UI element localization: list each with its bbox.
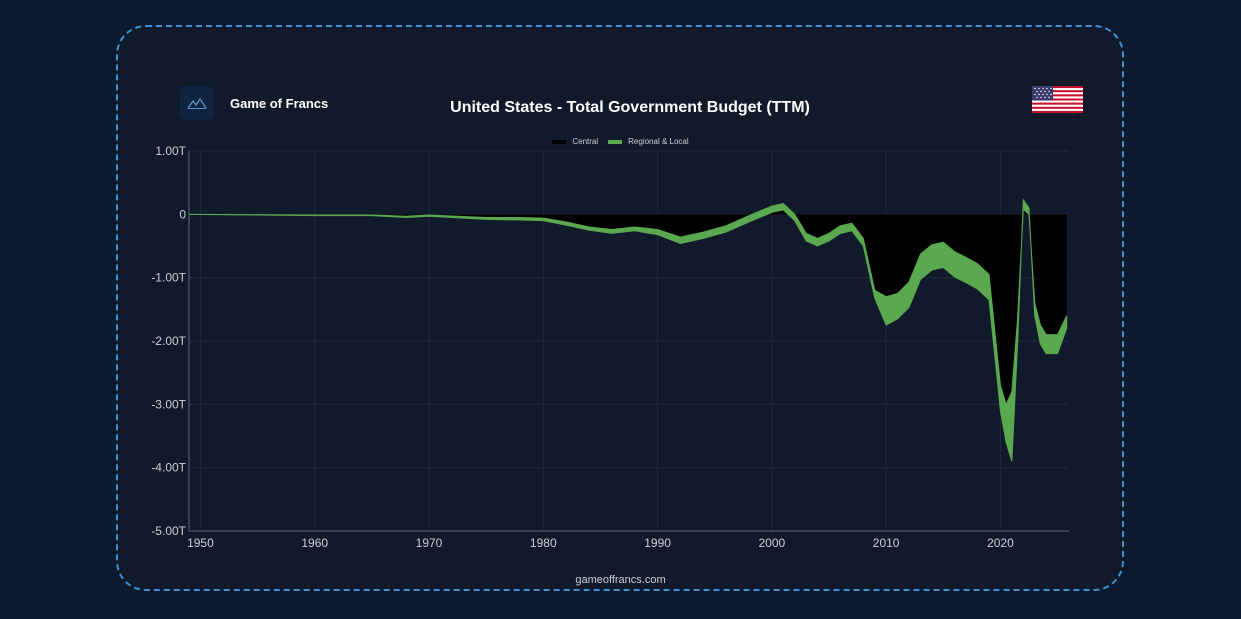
- chart-title: United States - Total Government Budget …: [450, 99, 810, 116]
- x-tick-label: 1970: [416, 536, 443, 550]
- chart-legend[interactable]: Central Regional & Local: [0, 137, 1241, 146]
- x-tick-label: 2010: [873, 536, 900, 550]
- legend-swatch-central: [552, 139, 567, 144]
- legend-label-regional: Regional & Local: [628, 137, 689, 146]
- y-tick-label: -1.00T: [151, 271, 186, 285]
- mountain-logo-icon: [180, 86, 214, 120]
- legend-item-central[interactable]: Central: [552, 137, 598, 146]
- series-area-central: [189, 203, 1067, 405]
- x-tick-label: 1950: [187, 536, 214, 550]
- x-tick-label: 2000: [759, 536, 786, 550]
- legend-swatch-regional: [608, 139, 623, 144]
- y-tick-label: -2.00T: [151, 334, 186, 348]
- y-tick-label: -3.00T: [151, 397, 186, 411]
- x-tick-label: 1980: [530, 536, 557, 550]
- legend-item-regional[interactable]: Regional & Local: [608, 137, 689, 146]
- brand[interactable]: Game of Francs: [180, 86, 328, 120]
- brand-name: Game of Francs: [230, 95, 329, 111]
- x-tick-label: 2020: [987, 536, 1014, 550]
- y-tick-label: -5.00T: [151, 524, 186, 538]
- us-flag-icon: [1032, 86, 1083, 113]
- footer-url[interactable]: gameoffrancs.com: [575, 574, 666, 586]
- series-area-regional: [188, 198, 1068, 462]
- y-tick-label: 0: [179, 207, 186, 221]
- y-tick-label: 1.00T: [155, 144, 186, 158]
- chart-card: [116, 25, 1124, 591]
- y-tick-label: -4.00T: [151, 461, 186, 475]
- legend-label-central: Central: [572, 137, 599, 146]
- x-tick-label: 1990: [644, 536, 671, 550]
- x-tick-label: 1960: [301, 536, 328, 550]
